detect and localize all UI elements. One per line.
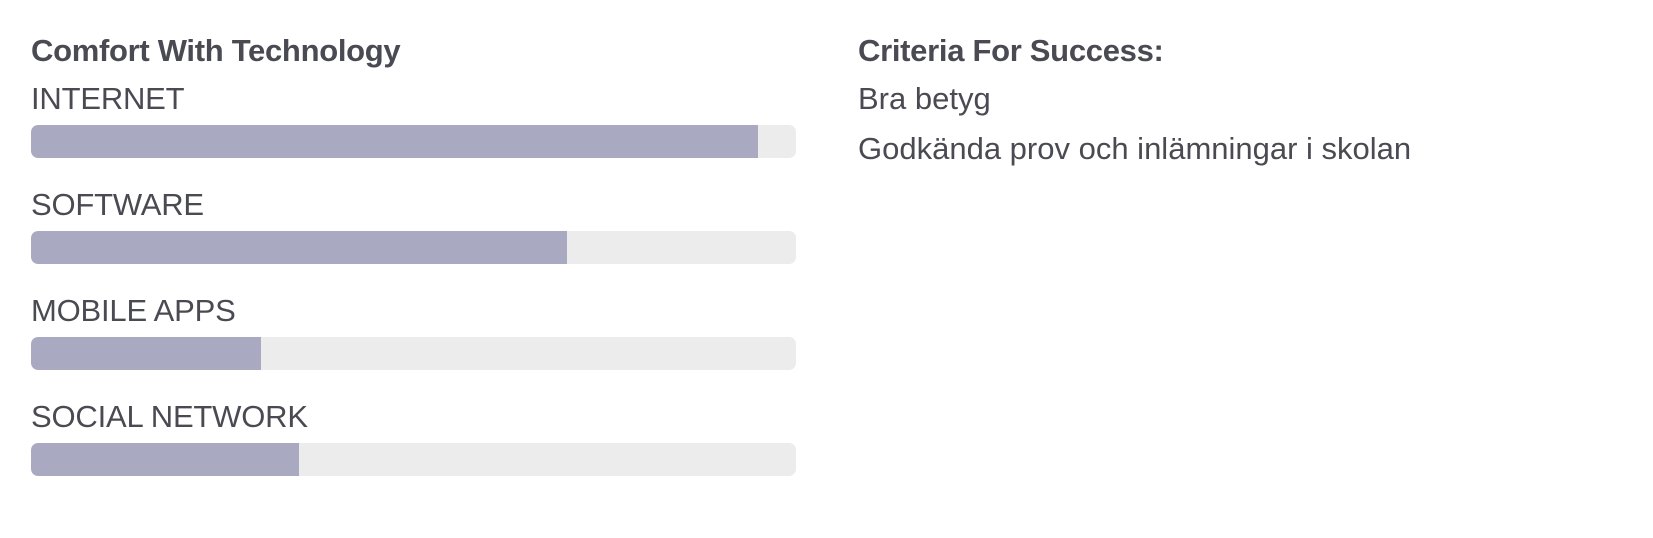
skill-bar-track — [31, 443, 796, 476]
skill-row-software: SOFTWARE — [31, 184, 796, 284]
comfort-section-title: Comfort With Technology — [31, 33, 401, 68]
skill-label: INTERNET — [31, 81, 185, 116]
skill-label: SOFTWARE — [31, 187, 204, 222]
skill-row-internet: INTERNET — [31, 78, 796, 178]
skill-bar-fill — [31, 337, 261, 370]
skill-bar-fill — [31, 231, 567, 264]
criteria-item: Godkända prov och inlämningar i skolan — [858, 131, 1412, 166]
skill-label: MOBILE APPS — [31, 293, 236, 328]
criteria-section-title: Criteria For Success: — [858, 33, 1164, 68]
skill-bar-track — [31, 125, 796, 158]
skill-row-social-network: SOCIAL NETWORK — [31, 396, 796, 496]
criteria-for-success-section: Criteria For Success: Bra betyg Godkända… — [858, 30, 1618, 170]
comfort-with-technology-section: Comfort With Technology INTERNET SOFTWAR… — [31, 30, 796, 496]
skill-bar-fill — [31, 125, 758, 158]
skill-row-mobile-apps: MOBILE APPS — [31, 290, 796, 390]
skill-bar-fill — [31, 443, 299, 476]
skill-label: SOCIAL NETWORK — [31, 399, 308, 434]
criteria-item: Bra betyg — [858, 81, 991, 116]
skill-bar-track — [31, 337, 796, 370]
skill-bar-track — [31, 231, 796, 264]
